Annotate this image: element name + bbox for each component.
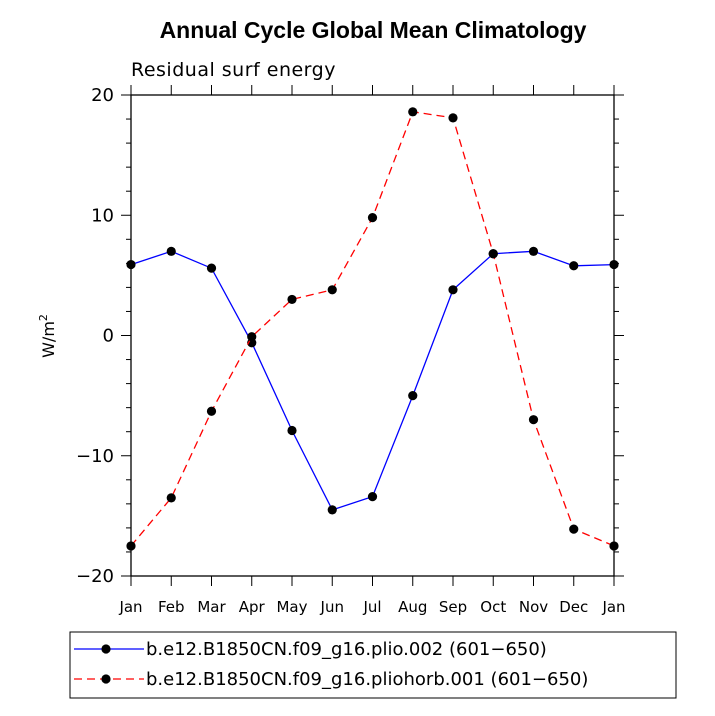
series-line-1 — [130, 250, 615, 511]
x-tick-label: Jun — [320, 598, 344, 616]
chart-subtitle: Residual surf energy — [131, 59, 336, 81]
x-axis: Jan Feb Mar Apr May Jun Jul Aug Sep Oct Nov Dec Jan — [118, 85, 626, 616]
data-point — [206, 406, 217, 416]
x-tick-label: Sep — [439, 598, 467, 616]
data-point — [327, 285, 337, 295]
data-point — [126, 259, 136, 270]
y-axis-label: W/m2 — [37, 314, 58, 358]
data-point — [247, 332, 257, 342]
data-point — [367, 492, 378, 502]
legend: b.e12.B1850CN.f09_g16.plio.002 (601−650)… — [69, 631, 677, 699]
data-point — [126, 541, 136, 551]
data-point — [408, 391, 418, 401]
x-tick-label: May — [276, 598, 307, 616]
chart-title: Annual Cycle Global Mean Climatology — [160, 17, 587, 43]
plot-area — [130, 94, 615, 577]
data-point — [609, 259, 619, 270]
x-tick-label: Dec — [559, 598, 588, 616]
legend-label-2: b.e12.B1850CN.f09_g16.pliohorb.001 (601−… — [146, 669, 588, 690]
y-tick-label: 10 — [91, 205, 114, 226]
x-tick-label: Jul — [362, 598, 381, 616]
data-point — [166, 246, 176, 256]
data-point — [528, 415, 539, 425]
y-tick-label: 20 — [91, 85, 114, 106]
data-point — [488, 249, 498, 259]
data-point — [569, 261, 579, 271]
x-tick-label: Mar — [197, 598, 226, 616]
legend-marker-1 — [101, 644, 111, 654]
legend-box — [69, 631, 677, 699]
data-point — [367, 213, 378, 223]
series-layer — [126, 107, 619, 551]
data-point — [609, 541, 619, 551]
y-tick-label: −10 — [76, 446, 114, 467]
y-axis-label-unit: W/m — [39, 321, 58, 358]
data-point — [528, 246, 539, 256]
y-axis-label-superscript: 2 — [37, 314, 50, 321]
y-tick-label: −20 — [76, 566, 114, 587]
x-tick-label: Jan — [601, 598, 625, 616]
x-tick-label: Apr — [239, 598, 266, 616]
x-tick-label: Feb — [158, 598, 185, 616]
data-point — [327, 505, 337, 515]
data-point — [206, 263, 217, 273]
y-tick-label: 0 — [103, 326, 114, 347]
x-tick-label: Jan — [118, 598, 142, 616]
data-point — [166, 493, 176, 503]
data-point — [408, 107, 418, 117]
legend-label-1: b.e12.B1850CN.f09_g16.plio.002 (601−650) — [146, 639, 547, 660]
plot-border — [130, 94, 615, 577]
data-point — [287, 425, 297, 436]
x-tick-label: Oct — [480, 598, 506, 616]
data-point — [448, 285, 458, 295]
x-tick-label: Aug — [398, 598, 427, 616]
series-line-2 — [130, 111, 615, 547]
data-point — [448, 113, 458, 123]
y-axis: −20 −10 0 10 20 — [76, 85, 624, 587]
x-tick-label: Nov — [519, 598, 548, 616]
data-point — [569, 524, 579, 534]
data-point — [287, 294, 297, 305]
legend-marker-2 — [101, 674, 111, 684]
